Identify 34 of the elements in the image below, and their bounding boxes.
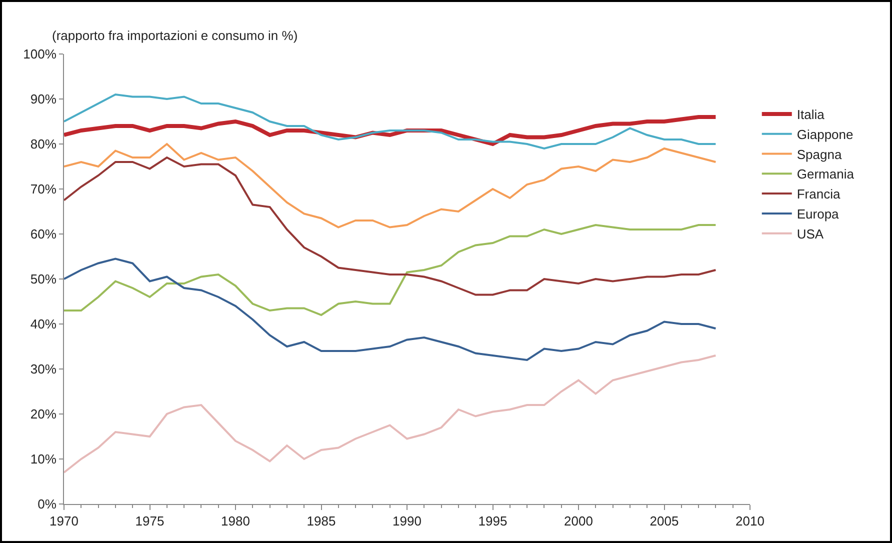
legend-label: Spagna [796,146,842,162]
x-tick-label: 1985 [306,514,336,529]
legend-label: USA [796,226,824,242]
y-tick-label: 30% [30,362,57,377]
line-series [64,224,717,316]
line-series [64,354,717,474]
line-series [64,156,717,296]
y-tick-label: 20% [30,406,57,422]
legend-label: Europa [796,206,840,222]
y-tick-label: 90% [30,92,57,107]
x-tick-label: 2010 [736,514,764,529]
y-tick-label: 0% [38,496,57,512]
y-tick-label: 70% [30,182,57,197]
x-tick-label: 1990 [392,514,422,529]
legend-label: Francia [796,186,841,202]
x-tick-label: 1995 [478,514,508,529]
x-tick-label: 2000 [564,514,593,529]
legend-label: Germania [796,166,855,182]
y-tick-label: 60% [30,226,57,242]
legend-label: Giappone [796,126,854,142]
line-series [64,143,717,228]
legend-label: Italia [796,107,826,122]
y-tick-label: 100% [23,46,57,62]
y-axis-title: (rapporto fra importazioni e consumo in %) [52,28,298,43]
y-tick-label: 50% [30,272,57,287]
y-tick-label: 40% [30,316,57,332]
y-tick-label: 80% [30,136,57,152]
line-series [64,94,717,150]
x-tick-label: 1970 [50,514,78,529]
line-series [64,258,717,361]
y-tick-label: 10% [30,452,57,467]
x-tick-label: 2005 [650,514,679,529]
x-tick-label: 1975 [135,514,164,529]
x-tick-label: 1980 [221,514,250,529]
